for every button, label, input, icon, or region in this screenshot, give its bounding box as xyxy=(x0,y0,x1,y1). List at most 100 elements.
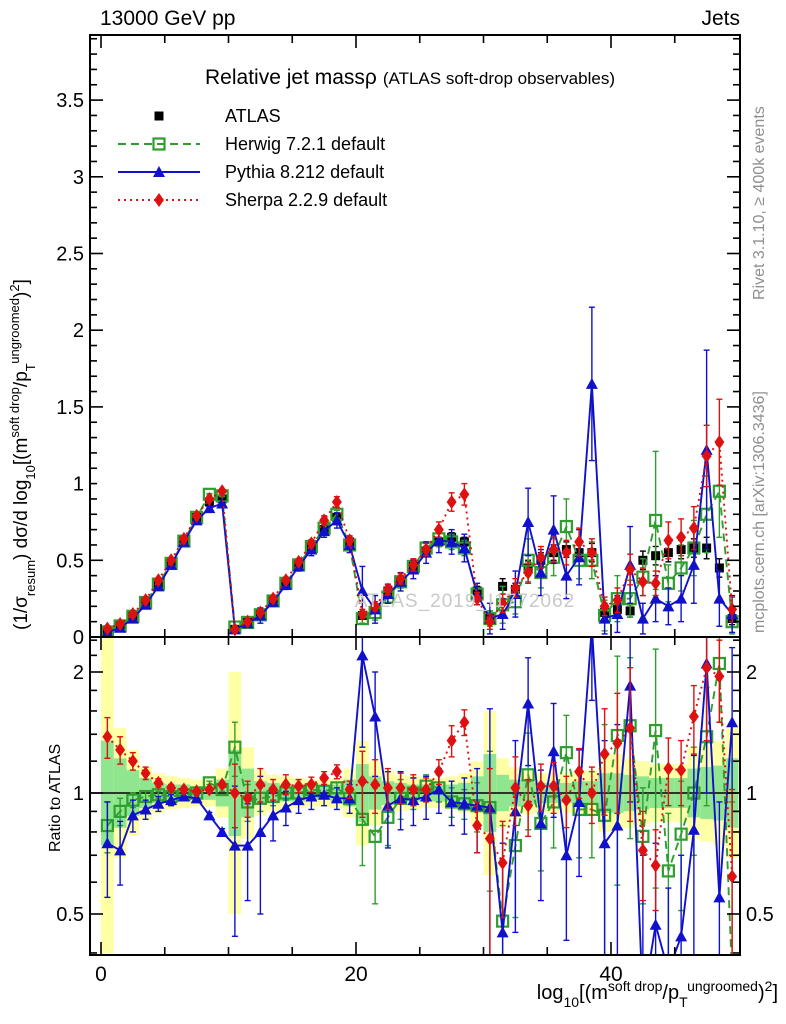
axis-label-part: /p xyxy=(11,371,32,387)
data-point-triangle xyxy=(675,592,688,604)
data-point-triangle xyxy=(637,997,649,1008)
y-ratio-tick-label: 1 xyxy=(73,783,84,805)
data-point-diamond xyxy=(395,780,406,795)
data-point-diamond xyxy=(650,858,661,873)
data-point-diamond xyxy=(102,621,113,636)
data-point-diamond xyxy=(357,606,368,621)
x-tick-label: 20 xyxy=(344,963,367,986)
data-point-diamond xyxy=(280,573,291,588)
tick-labels: 00.511.522.533.50.5 0.51 12 20 20 40 xyxy=(56,90,774,986)
data-point-diamond xyxy=(688,709,699,724)
data-point-diamond xyxy=(625,721,636,736)
data-point-diamond xyxy=(382,780,393,795)
data-point-triangle xyxy=(203,502,216,514)
data-point-triangle xyxy=(228,839,241,851)
legend-markers xyxy=(118,111,200,207)
data-point-diamond xyxy=(166,553,177,568)
y-main-tick-label: 2.5 xyxy=(56,244,84,266)
ratio-series-layer xyxy=(100,637,739,1008)
data-point-open-square xyxy=(368,829,382,843)
data-point-square xyxy=(714,563,724,573)
data-point-triangle xyxy=(687,823,700,835)
data-point-triangle xyxy=(560,849,573,861)
data-point-diamond xyxy=(331,764,342,779)
data-point-open-square xyxy=(228,740,242,754)
data-point-diamond xyxy=(154,193,164,207)
data-point-diamond xyxy=(178,782,189,797)
data-point-triangle xyxy=(458,797,471,809)
y-main-tick-label: 1 xyxy=(73,474,84,496)
axis-label-part: T xyxy=(23,363,38,371)
data-point-triangle xyxy=(279,801,292,813)
data-point-open-square xyxy=(674,827,688,841)
data-point-open-square xyxy=(559,519,573,534)
data-point-diamond xyxy=(191,508,202,523)
data-point-diamond xyxy=(408,782,419,797)
data-point-diamond xyxy=(140,766,151,781)
axis-label-part: soft drop xyxy=(7,387,22,438)
y-ratio-tick-label-right: 0.5 xyxy=(746,904,774,926)
data-point-open-square xyxy=(661,864,675,878)
data-point-diamond xyxy=(688,521,699,536)
data-point-diamond xyxy=(548,779,559,794)
data-point-triangle xyxy=(662,965,674,976)
data-point-diamond xyxy=(344,533,355,548)
legend-label-atlas: ATLAS xyxy=(225,106,281,126)
data-point-diamond xyxy=(714,669,725,684)
axis-label-part: ) dσ/d log xyxy=(11,480,32,560)
axis-label-part: ungroomed xyxy=(687,978,758,994)
data-point-triangle xyxy=(547,523,560,535)
data-point-diamond xyxy=(586,545,597,560)
y-main-tick-label: 1.5 xyxy=(56,397,84,419)
data-point-diamond xyxy=(204,491,215,506)
data-point-diamond xyxy=(625,562,636,577)
data-point-diamond xyxy=(612,593,623,608)
data-point-triangle xyxy=(649,918,662,930)
data-point-triangle xyxy=(713,592,726,604)
axis-label-part: ] xyxy=(11,279,32,284)
data-point-diamond xyxy=(153,775,164,790)
data-point-diamond xyxy=(102,729,113,744)
axis-label-part: ) xyxy=(11,292,32,298)
data-point-diamond xyxy=(663,761,674,776)
data-point-triangle xyxy=(203,809,216,821)
data-point-diamond xyxy=(535,550,546,565)
data-point-diamond xyxy=(497,855,508,870)
data-point-diamond xyxy=(255,777,266,792)
data-point-diamond xyxy=(408,557,419,572)
data-point-diamond xyxy=(217,777,228,792)
data-point-diamond xyxy=(191,784,202,799)
y-main-tick-label: 2 xyxy=(73,320,84,342)
y-ratio-tick-label: 0.5 xyxy=(56,904,84,926)
data-point-diamond xyxy=(599,599,610,614)
data-point-diamond xyxy=(268,782,279,797)
legend-marker-pythia xyxy=(118,166,200,177)
data-point-triangle xyxy=(713,891,726,903)
data-point-triangle xyxy=(152,797,165,809)
data-point-triangle xyxy=(126,809,139,821)
data-point-triangle xyxy=(101,837,114,849)
data-point-diamond xyxy=(586,786,597,800)
data-point-diamond xyxy=(484,614,495,629)
data-point-diamond xyxy=(548,542,559,557)
plot-title-sub: (ATLAS soft-drop observables) xyxy=(383,69,615,88)
data-point-open-square xyxy=(674,561,688,575)
main-series-layer xyxy=(100,306,739,637)
data-point-triangle xyxy=(726,716,739,728)
data-point-triangle xyxy=(267,809,280,821)
data-point-diamond xyxy=(319,513,330,528)
y-main-tick-label: 0.5 xyxy=(56,550,84,572)
data-point-triangle xyxy=(369,710,382,722)
data-point-triangle xyxy=(445,795,458,807)
data-point-triangle xyxy=(165,794,178,806)
data-point-diamond xyxy=(433,522,444,537)
data-point-diamond xyxy=(510,580,521,595)
process-label: Jets xyxy=(701,7,740,30)
data-point-diamond xyxy=(344,782,355,797)
data-point-triangle xyxy=(611,607,624,619)
legend-label-sherpa: Sherpa 2.2.9 default xyxy=(225,190,387,210)
axis-label-part: 2 xyxy=(7,284,22,291)
legend-marker-herwig xyxy=(118,137,200,151)
